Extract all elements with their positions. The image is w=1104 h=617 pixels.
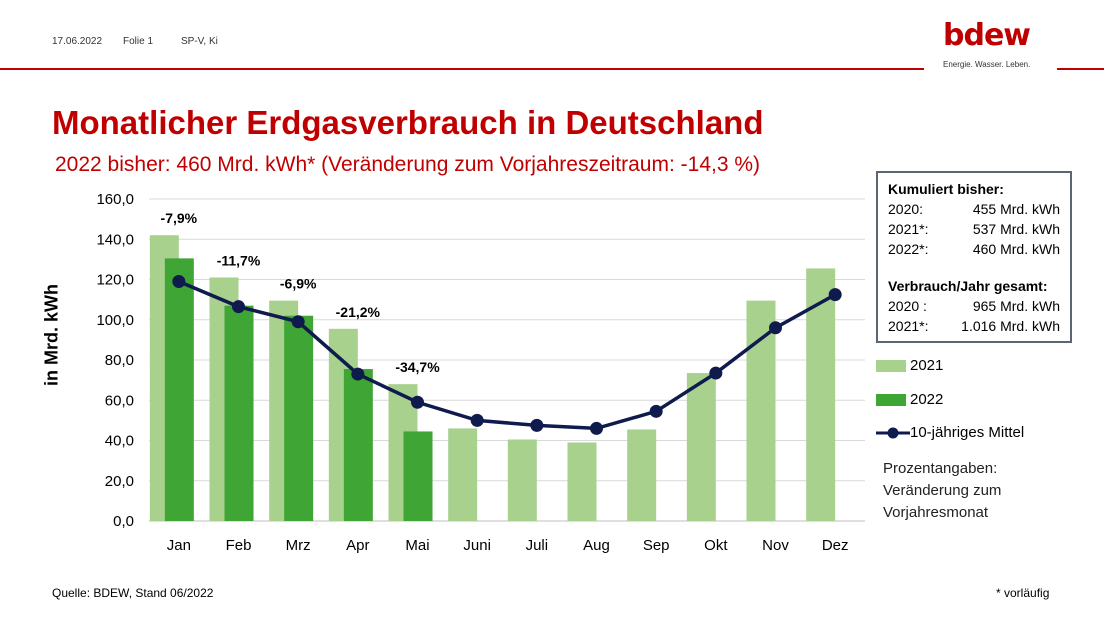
change-label: -34,7% [395, 359, 440, 375]
logo-tagline: Energie. Wasser. Leben. [943, 60, 1031, 69]
x-tick-label: Aug [583, 537, 610, 554]
legend-item-mean: 10-jähriges Mittel [876, 424, 1024, 441]
y-tick-label: 20,0 [105, 473, 134, 490]
x-tick-label: Mai [405, 537, 429, 554]
bar-2022-mrz [284, 315, 314, 521]
y-tick-label: 100,0 [96, 312, 134, 329]
bar-2021-juli [507, 439, 537, 521]
row-value: 1.016 Mrd. kWh [961, 318, 1060, 334]
y-tick-label: 120,0 [96, 272, 134, 289]
provisional-note: * vorläufig [996, 586, 1050, 600]
change-label: -7,9% [161, 210, 198, 226]
x-tick-label: Okt [704, 537, 728, 554]
row-value: 455 Mrd. kWh [972, 201, 1060, 217]
x-tick-label: Mrz [286, 537, 311, 554]
bar-2021-aug [567, 442, 597, 521]
x-tick-label: Apr [346, 537, 369, 554]
row-label: 2020: [888, 201, 924, 217]
legend-label-2022: 2022 [910, 391, 944, 408]
row-label: 2021*: [888, 221, 929, 237]
cumulative-row: 2022*: 460 Mrd. kWh [888, 239, 1060, 259]
bar-2021-okt [686, 373, 716, 521]
legend-line-marker-icon [876, 427, 910, 438]
mean-point-aug [590, 421, 603, 435]
mean-point-okt [709, 366, 723, 380]
change-label: -6,9% [280, 276, 317, 292]
page-subtitle: 2022 bisher: 460 Mrd. kWh* (Veränderung … [55, 153, 761, 176]
mean-point-mai [411, 395, 424, 409]
cumulative-row: 2020: 455 Mrd. kWh [888, 199, 1060, 219]
mean-line [178, 279, 837, 431]
legend-swatch-2022 [876, 393, 906, 406]
x-tick-label: Sep [643, 537, 670, 554]
change-label: -21,2% [336, 304, 381, 320]
y-tick-label: 40,0 [105, 433, 134, 450]
row-label: 2020 : [888, 298, 927, 314]
mean-point-mrz [291, 315, 305, 329]
mean-point-sep [649, 404, 663, 418]
slide-number: Folie 1 [123, 36, 154, 47]
slide-author: SP-V, Ki [181, 36, 218, 47]
legend-swatch-2021 [876, 359, 906, 372]
header-rule-left [0, 68, 924, 70]
x-tick-label: Nov [762, 537, 789, 554]
bar-2021-sep [627, 429, 657, 521]
legend-label-mean: 10-jähriges Mittel [910, 424, 1025, 441]
row-value: 537 Mrd. kWh [972, 221, 1060, 237]
change-label: -11,7% [217, 252, 261, 268]
x-tick-label: Juli [526, 537, 549, 554]
y-tick-label: 80,0 [105, 352, 134, 369]
legend-item-2022: 2022 [876, 391, 943, 408]
bar-2021-dez [806, 268, 836, 521]
row-value: 965 Mrd. kWh [972, 298, 1060, 314]
mean-point-jan [172, 275, 186, 289]
x-tick-label: Jan [167, 537, 191, 554]
x-tick-label: Juni [463, 537, 491, 554]
mean-point-nov [769, 321, 782, 335]
annual-row: 2021*: 1.016 Mrd. kWh [888, 316, 1060, 336]
mean-point-apr [351, 367, 365, 381]
cumulative-info-box: Kumuliert bisher: 2020: 455 Mrd. kWh 202… [876, 171, 1072, 343]
source-note: Quelle: BDEW, Stand 06/2022 [52, 586, 214, 600]
row-label: 2022*: [888, 241, 929, 257]
y-tick-label: 0,0 [113, 513, 134, 530]
mean-point-feb [232, 300, 245, 314]
legend-label-2021: 2021 [910, 357, 944, 374]
x-tick-label: Feb [226, 537, 252, 554]
mean-point-juni [470, 413, 484, 427]
bdew-logo: bdew [943, 18, 1031, 53]
cumulative-header: Kumuliert bisher: [888, 181, 1004, 197]
legend-item-2021: 2021 [876, 357, 943, 374]
mean-point-dez [828, 288, 842, 302]
annual-header: Verbrauch/Jahr gesamt: [888, 278, 1048, 294]
bar-2022-apr [343, 369, 373, 521]
annual-row: 2020 : 965 Mrd. kWh [888, 296, 1060, 316]
bar-2022-mai [403, 431, 433, 521]
bar-2021-nov [746, 300, 776, 521]
slide-date: 17.06.2022 [52, 36, 103, 47]
page-title: Monatlicher Erdgasverbrauch in Deutschla… [52, 104, 764, 141]
y-tick-label: 60,0 [105, 392, 134, 409]
bar-2021-juni [448, 428, 478, 521]
mean-point-juli [530, 418, 544, 432]
bar-2022-jan [164, 258, 194, 521]
y-tick-label: 160,0 [96, 191, 134, 208]
header-rule-right [1057, 68, 1104, 70]
row-label: 2021*: [888, 318, 929, 334]
percent-note: Prozentangaben: Veränderung zum Vorjahre… [883, 460, 1002, 521]
cumulative-row: 2021*: 537 Mrd. kWh [888, 219, 1060, 239]
y-tick-label: 140,0 [96, 231, 134, 248]
bar-2022-feb [224, 305, 254, 521]
x-tick-label: Dez [822, 537, 849, 554]
row-value: 460 Mrd. kWh [972, 241, 1060, 257]
